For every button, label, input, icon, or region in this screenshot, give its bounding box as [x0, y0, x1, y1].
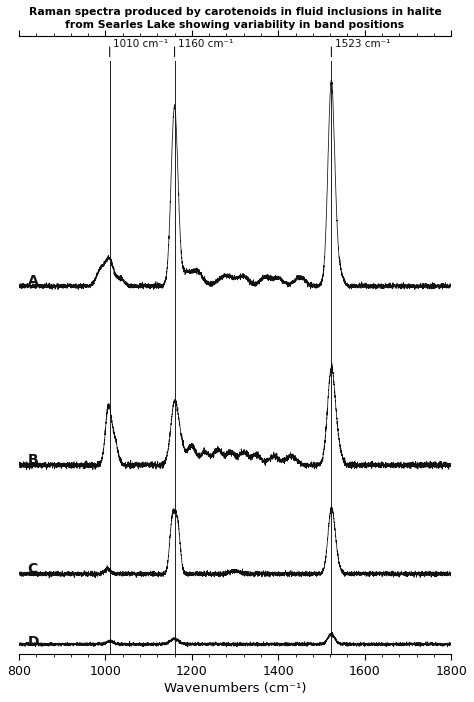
X-axis label: Wavenumbers (cm⁻¹): Wavenumbers (cm⁻¹) [164, 682, 306, 695]
Text: 1010 cm⁻¹: 1010 cm⁻¹ [113, 39, 168, 49]
Text: B: B [27, 453, 38, 467]
Text: A: A [27, 274, 38, 288]
Text: 1160 cm⁻¹: 1160 cm⁻¹ [178, 39, 233, 49]
Title: Raman spectra produced by carotenoids in fluid inclusions in halite
from Searles: Raman spectra produced by carotenoids in… [28, 7, 441, 30]
Text: C: C [27, 562, 38, 576]
Text: D: D [27, 635, 39, 649]
Text: 1523 cm⁻¹: 1523 cm⁻¹ [335, 39, 390, 49]
